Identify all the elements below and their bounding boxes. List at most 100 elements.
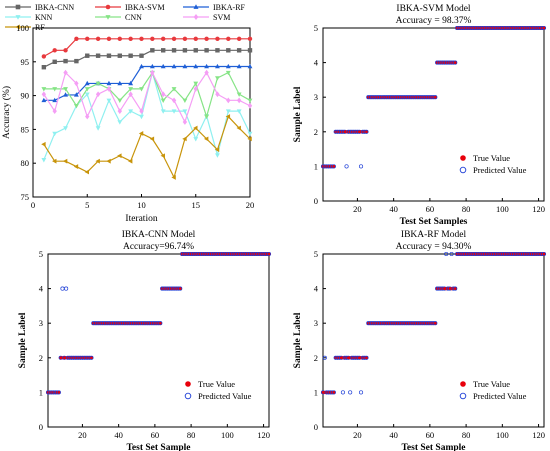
chart-title: IBKA-SVM Model bbox=[396, 4, 471, 14]
data-point-svm bbox=[226, 97, 231, 104]
data-point-rf bbox=[203, 136, 209, 142]
data-point-rf bbox=[193, 125, 198, 131]
data-point-ibka-cnn bbox=[106, 53, 112, 58]
data-point-ibka-svm bbox=[41, 54, 47, 59]
data-point-rf bbox=[84, 169, 90, 175]
data-point-rf bbox=[62, 158, 68, 164]
data-point-knn bbox=[63, 126, 68, 131]
legend-marker-svm bbox=[193, 14, 199, 20]
legend-label-cnn: CNN bbox=[125, 13, 142, 22]
data-point-ibka-rf bbox=[52, 97, 58, 103]
data-point-knn bbox=[139, 114, 144, 120]
true-value-point bbox=[542, 26, 546, 30]
data-point-cnn bbox=[95, 81, 101, 87]
data-point-cnn bbox=[193, 81, 199, 87]
data-point-ibka-rf bbox=[41, 97, 47, 103]
data-point-cnn bbox=[52, 87, 58, 92]
predicted-value-point-misclassified bbox=[358, 164, 364, 169]
data-point-ibka-cnn bbox=[247, 48, 253, 53]
legend-marker-predicted-value bbox=[459, 392, 467, 400]
data-point-ibka-rf bbox=[84, 80, 90, 86]
data-point-cnn bbox=[63, 87, 68, 92]
true-value-point bbox=[433, 95, 438, 99]
x-axis-label: Test Set Sample bbox=[126, 443, 190, 451]
data-point-ibka-rf bbox=[247, 63, 253, 69]
legend-marker-ibka-cnn bbox=[15, 4, 21, 10]
data-point-ibka-svm bbox=[85, 36, 90, 42]
data-point-svm bbox=[106, 85, 112, 92]
predicted-value-point bbox=[178, 286, 183, 291]
predicted-value-point-misclassified bbox=[340, 390, 345, 395]
data-point-svm bbox=[236, 97, 242, 104]
data-point-cnn bbox=[139, 87, 144, 92]
x-tick-label: 80 bbox=[187, 430, 196, 440]
data-point-ibka-cnn bbox=[74, 58, 79, 64]
x-axis-label: Test Set Sample bbox=[401, 443, 465, 451]
data-point-cnn bbox=[247, 98, 253, 103]
predicted-value-point bbox=[158, 321, 163, 326]
data-point-ibka-svm bbox=[52, 48, 57, 53]
x-tick-label: 0 bbox=[31, 200, 35, 210]
data-point-knn bbox=[247, 131, 253, 137]
predicted-value-point-misclassified bbox=[60, 286, 65, 291]
data-point-svm bbox=[41, 91, 47, 98]
x-tick-label: 20 bbox=[246, 200, 255, 210]
data-point-cnn bbox=[182, 98, 188, 103]
data-point-ibka-svm bbox=[161, 36, 166, 42]
data-point-rf bbox=[73, 164, 79, 169]
y-tick-label: 90 bbox=[21, 91, 30, 101]
legend-marker-true-value bbox=[185, 381, 191, 387]
data-point-svm bbox=[193, 85, 198, 92]
predicted-value-point-misclassified bbox=[51, 390, 56, 395]
data-point-ibka-rf bbox=[171, 63, 177, 69]
y-axis-label: Sample Label bbox=[18, 312, 28, 368]
y-tick-label: 0 bbox=[39, 422, 43, 432]
data-point-svm bbox=[52, 108, 57, 115]
x-tick-label: 120 bbox=[257, 430, 270, 440]
predicted-value-point-misclassified bbox=[348, 390, 353, 395]
data-point-ibka-svm bbox=[182, 36, 188, 42]
x-tick-label: 5 bbox=[85, 200, 89, 210]
chart-subtitle: Accuracy = 98.37% bbox=[396, 16, 472, 26]
y-tick-label: 0 bbox=[314, 422, 318, 432]
data-point-cnn bbox=[236, 92, 242, 97]
data-point-rf bbox=[171, 174, 176, 180]
data-point-svm bbox=[63, 69, 68, 76]
data-point-ibka-svm bbox=[247, 36, 253, 42]
data-point-rf bbox=[149, 136, 155, 142]
legend-label-ibka-rf: IBKA-RF bbox=[213, 3, 246, 12]
data-point-svm bbox=[204, 69, 209, 76]
data-point-ibka-cnn bbox=[139, 53, 144, 58]
x-tick-label: 120 bbox=[532, 430, 545, 440]
data-point-knn bbox=[225, 109, 231, 114]
legend-label-true-value: True Value bbox=[473, 153, 510, 163]
legend-marker-cnn bbox=[105, 15, 111, 20]
y-tick-label: 2 bbox=[39, 353, 43, 363]
y-axis-label: Sample Label bbox=[293, 86, 303, 142]
chart-subtitle: Accuracy = 94.30% bbox=[396, 242, 472, 252]
data-point-rf bbox=[225, 114, 231, 119]
data-point-rf bbox=[41, 141, 46, 147]
data-point-knn bbox=[182, 109, 188, 114]
data-point-ibka-rf bbox=[149, 63, 155, 69]
y-tick-label: 1 bbox=[314, 387, 318, 397]
predicted-value-point-misclassified bbox=[344, 164, 349, 169]
legend-label-ibka-cnn: IBKA-CNN bbox=[35, 3, 74, 12]
data-point-cnn bbox=[84, 87, 90, 92]
legend-marker-predicted-value bbox=[184, 392, 192, 400]
y-axis-label: Sample Label bbox=[293, 312, 303, 368]
x-axis-label: Test Set Samples bbox=[400, 217, 468, 227]
predicted-value-point-misclassified bbox=[358, 390, 364, 395]
data-point-cnn bbox=[160, 98, 166, 103]
data-point-knn bbox=[171, 109, 177, 114]
data-point-rf bbox=[182, 136, 187, 142]
data-point-ibka-rf bbox=[73, 92, 79, 97]
data-point-svm bbox=[247, 102, 253, 109]
data-point-knn bbox=[160, 109, 166, 114]
true-value-point bbox=[453, 60, 457, 65]
data-point-ibka-svm bbox=[139, 36, 144, 42]
true-value-point bbox=[542, 252, 546, 256]
y-tick-label: 80 bbox=[21, 158, 30, 168]
data-point-cnn bbox=[73, 103, 79, 109]
series-line-knn bbox=[43, 70, 251, 161]
